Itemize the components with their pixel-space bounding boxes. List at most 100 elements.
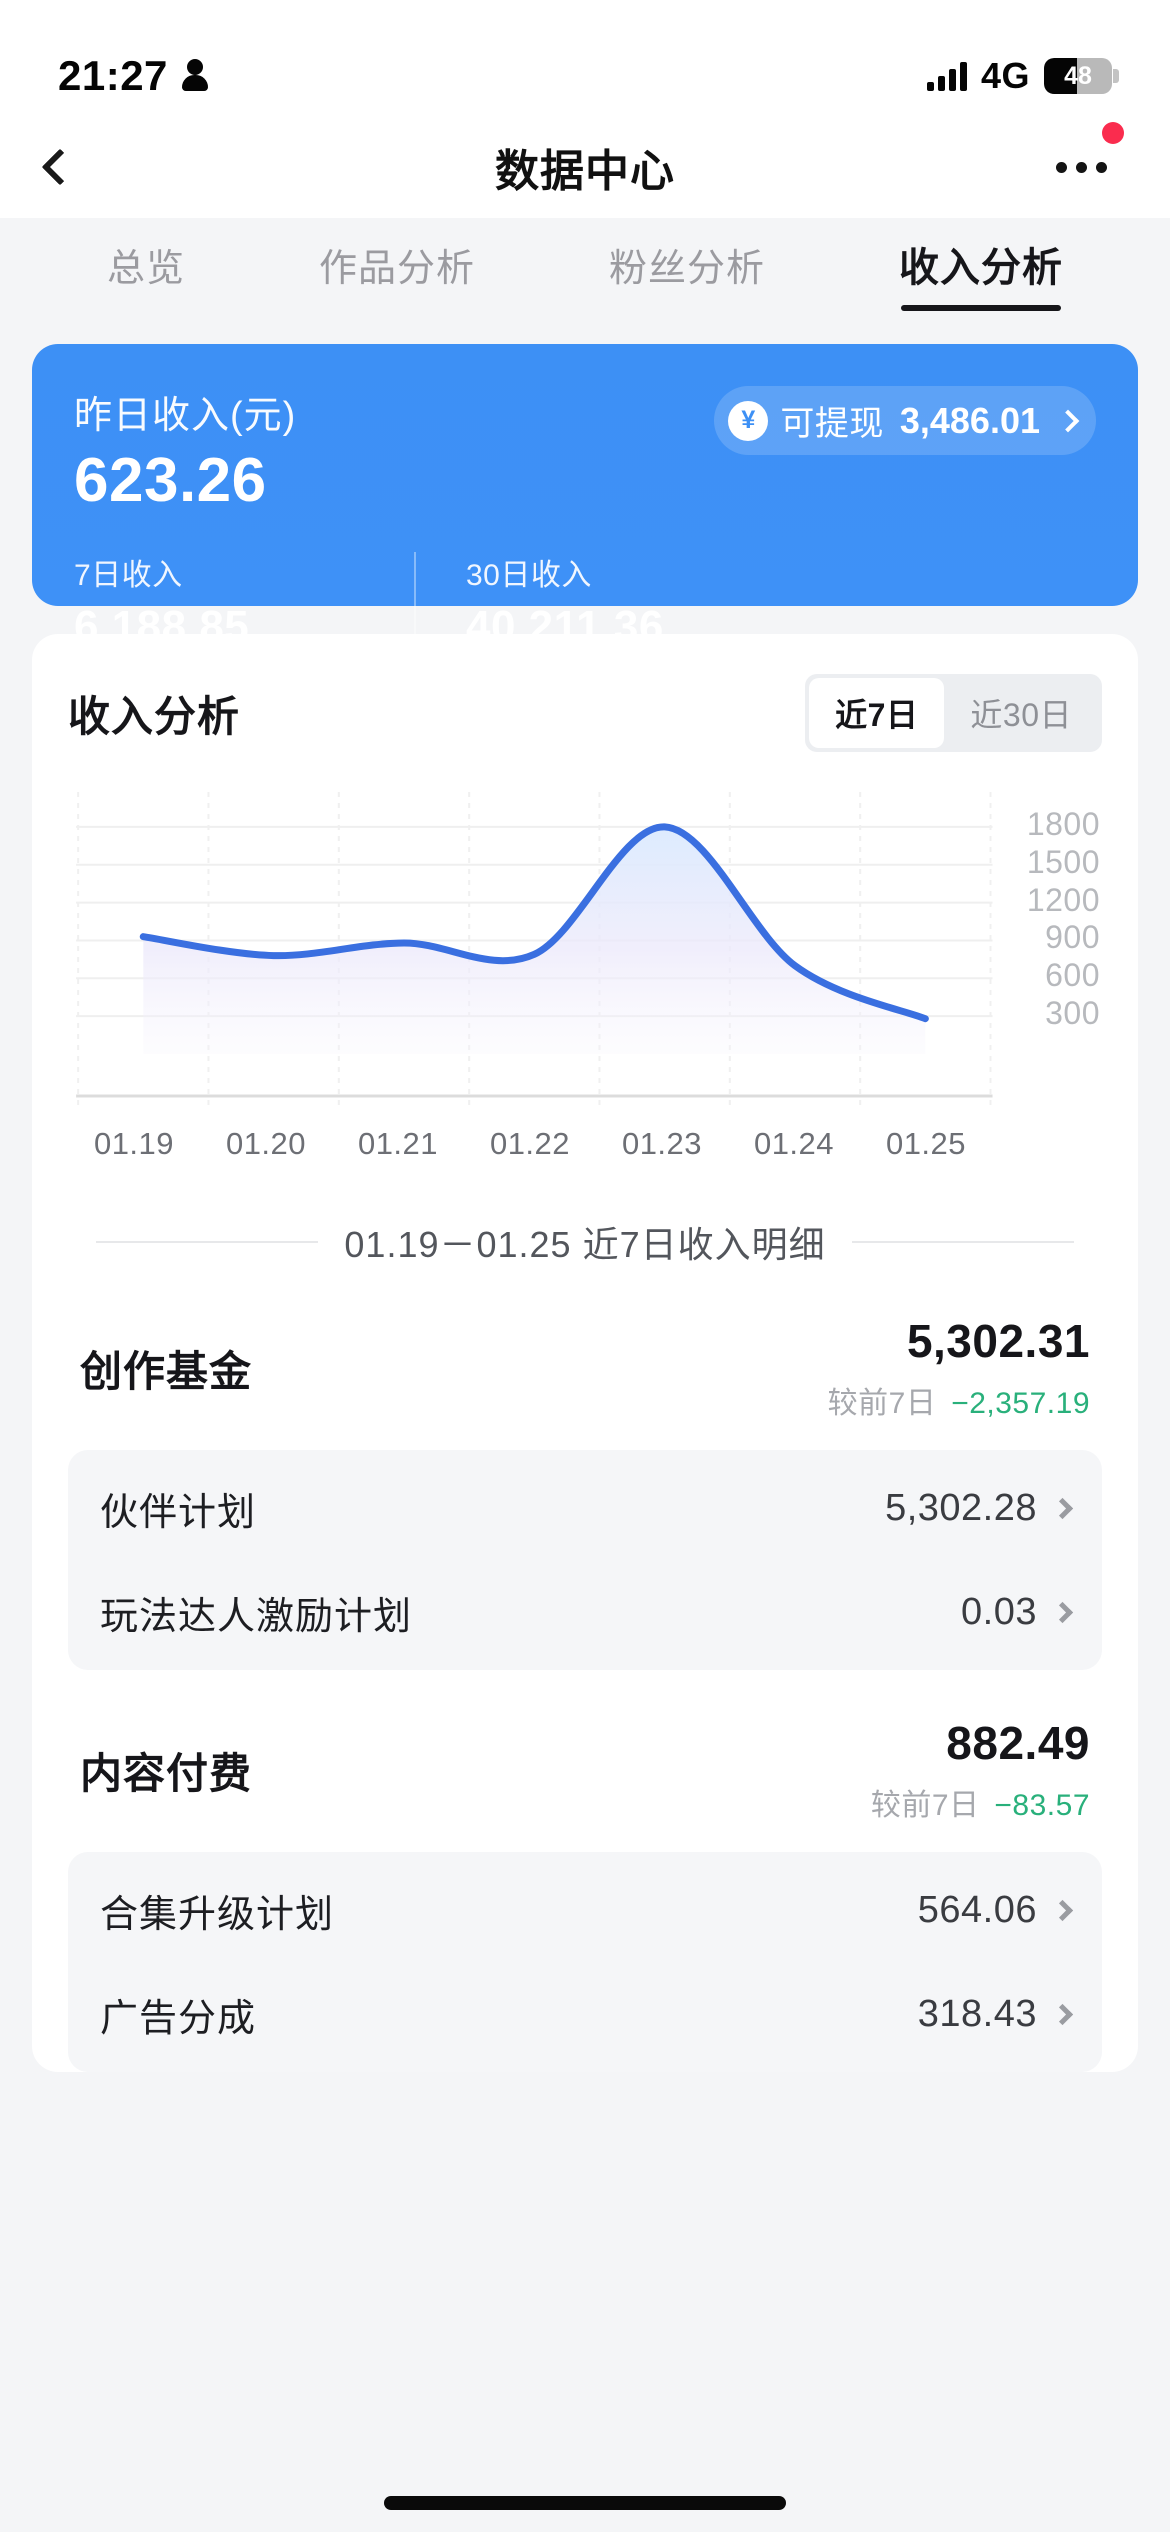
tab-content-analysis[interactable]: 作品分析 xyxy=(318,247,475,290)
yesterday-income-amount: 623.26 xyxy=(74,446,267,515)
group-header: 内容付费 882.49 较前7日 −83.57 xyxy=(68,1716,1102,1824)
group-amount: 882.49 xyxy=(946,1717,1090,1769)
nav-bar: 数据中心 xyxy=(0,116,1170,218)
stat-7day-label: 7日收入 xyxy=(74,559,183,592)
group-values: 5,302.31 较前7日 −2,357.19 xyxy=(828,1314,1090,1422)
sub-item-value: 5,302.28 xyxy=(885,1486,1037,1529)
detail-divider: 01.19－01.25 近7日收入明细 xyxy=(68,1216,1102,1268)
battery-icon: 48 xyxy=(1044,58,1119,94)
chart-area-fill xyxy=(143,826,926,1054)
chart-y-tick: 1800 xyxy=(1026,805,1100,842)
stat-30day-income: 30日收入 40,211.36 xyxy=(416,550,756,652)
detail-divider-caption: 01.19－01.25 近7日收入明细 xyxy=(344,1224,826,1265)
page-title: 数据中心 xyxy=(495,147,675,196)
chart-x-tick: 01.20 xyxy=(225,1126,307,1161)
stat-divider xyxy=(414,552,416,648)
chart-y-tick: 900 xyxy=(1045,919,1100,956)
more-options-button[interactable] xyxy=(1036,137,1126,197)
status-bar-right: 4G 48 xyxy=(926,55,1119,97)
divider-line-right xyxy=(851,1241,1075,1243)
analysis-title: 收入分析 xyxy=(68,692,241,740)
chart-x-tick: 01.22 xyxy=(489,1126,571,1161)
range-option-7days[interactable]: 近7日 xyxy=(809,678,945,748)
chevron-right-icon xyxy=(1056,409,1080,432)
list-item[interactable]: 广告分成 318.43 xyxy=(100,1962,1074,2066)
sub-item-value: 0.03 xyxy=(961,1590,1037,1633)
income-summary-card: 昨日收入(元) 623.26 ¥ 可提现 3,486.01 7日收入 6,188… xyxy=(32,344,1138,651)
group-header: 创作基金 5,302.31 较前7日 −2,357.19 xyxy=(68,1314,1102,1422)
status-bar-left: 21:27 xyxy=(58,52,208,100)
chevron-right-icon xyxy=(1051,1899,1074,1921)
chart-x-axis-labels: 01.19 01.20 01.21 01.22 01.23 01.24 01.25 xyxy=(68,1126,1102,1162)
group-compare-label: 较前7日 xyxy=(827,1387,937,1420)
sub-item-right: 0.03 xyxy=(961,1590,1074,1634)
chart-y-tick: 1500 xyxy=(1026,843,1100,880)
chart-x-tick: 01.25 xyxy=(885,1126,967,1161)
more-dots-icon xyxy=(1055,161,1067,173)
list-item[interactable]: 合集升级计划 564.06 xyxy=(100,1858,1074,1962)
sub-item-right: 318.43 xyxy=(917,1992,1074,2036)
group-compare-label: 较前7日 xyxy=(870,1789,980,1822)
chart-x-tick: 01.21 xyxy=(357,1126,439,1161)
withdrawable-label: 可提现 xyxy=(780,405,884,443)
group-compare: 较前7日 −83.57 xyxy=(871,1780,1090,1824)
chart-line xyxy=(139,823,929,1023)
chevron-right-icon xyxy=(1051,1497,1074,1519)
group-compare: 较前7日 −2,357.19 xyxy=(828,1378,1090,1422)
yesterday-income-block: 昨日收入(元) 623.26 xyxy=(74,384,296,516)
group-compare-delta: −2,357.19 xyxy=(951,1387,1090,1420)
stat-7day-income: 7日收入 6,188.85 xyxy=(74,550,414,652)
battery-level-label: 48 xyxy=(1064,61,1092,90)
sub-item-value: 318.43 xyxy=(917,1992,1037,2035)
income-summary-top: 昨日收入(元) 623.26 ¥ 可提现 3,486.01 xyxy=(74,384,1096,516)
chart-y-tick: 600 xyxy=(1045,957,1100,994)
chevron-right-icon xyxy=(1051,1601,1074,1623)
chart-y-tick: 1200 xyxy=(1026,881,1100,918)
list-item[interactable]: 伙伴计划 5,302.28 xyxy=(100,1456,1074,1560)
group-name: 创作基金 xyxy=(80,1347,253,1395)
chart-svg xyxy=(76,792,993,1110)
analysis-header: 收入分析 近7日 近30日 xyxy=(68,674,1102,752)
group-name: 内容付费 xyxy=(80,1749,253,1797)
chart-x-tick: 01.24 xyxy=(753,1126,835,1161)
withdrawable-button[interactable]: ¥ 可提现 3,486.01 xyxy=(714,386,1096,455)
group-compare-delta: −83.57 xyxy=(994,1789,1090,1822)
stat-30day-label: 30日收入 xyxy=(466,559,592,592)
sub-item-name: 伙伴计划 xyxy=(100,1491,257,1534)
withdrawable-amount: 3,486.01 xyxy=(899,399,1040,441)
divider-line-left xyxy=(96,1241,319,1243)
list-item[interactable]: 玩法达人激励计划 0.03 xyxy=(100,1560,1074,1664)
chart-x-tick: 01.19 xyxy=(93,1126,175,1161)
group-sub-list: 伙伴计划 5,302.28 玩法达人激励计划 0.03 xyxy=(68,1450,1102,1670)
yen-coin-icon: ¥ xyxy=(728,400,769,441)
status-bar: 21:27 4G 48 xyxy=(0,0,1170,116)
sub-item-name: 玩法达人激励计划 xyxy=(100,1595,413,1638)
range-option-30days[interactable]: 近30日 xyxy=(970,697,1072,733)
clock-time: 21:27 xyxy=(58,52,168,99)
stat-7day-value: 6,188.85 xyxy=(74,602,250,651)
notification-dot xyxy=(1102,122,1124,144)
tab-bar: 总览 作品分析 粉丝分析 收入分析 xyxy=(0,218,1170,328)
group-sub-list: 合集升级计划 564.06 广告分成 318.43 xyxy=(68,1852,1102,2072)
stat-30day-value: 40,211.36 xyxy=(466,602,664,651)
tab-overview[interactable]: 总览 xyxy=(106,247,185,290)
chevron-right-icon xyxy=(1051,2003,1074,2025)
signal-bars-icon xyxy=(926,61,967,91)
home-indicator xyxy=(384,2496,786,2510)
group-amount: 5,302.31 xyxy=(906,1315,1090,1367)
chart-x-tick: 01.23 xyxy=(621,1126,703,1161)
group-values: 882.49 较前7日 −83.57 xyxy=(871,1716,1090,1824)
income-line-chart: 1800 1500 1200 900 600 300 xyxy=(68,786,1102,1116)
yesterday-income-label: 昨日收入(元) xyxy=(74,395,297,437)
sub-item-value: 564.06 xyxy=(917,1888,1037,1931)
income-group-paid-content: 内容付费 882.49 较前7日 −83.57 合集升级计划 564.06 广告… xyxy=(68,1716,1102,2072)
income-analysis-card: 收入分析 近7日 近30日 1800 1500 1200 900 600 300 01.1… xyxy=(32,634,1138,2072)
range-segmented-control: 近7日 近30日 xyxy=(805,674,1102,752)
tab-income-analysis[interactable]: 收入分析 xyxy=(899,235,1063,311)
sub-item-name: 广告分成 xyxy=(100,1997,257,2040)
income-group-creation-fund: 创作基金 5,302.31 较前7日 −2,357.19 伙伴计划 5,302.… xyxy=(68,1314,1102,1670)
person-icon xyxy=(181,59,208,93)
network-type-label: 4G xyxy=(980,55,1030,96)
sub-item-right: 564.06 xyxy=(917,1888,1074,1932)
tab-fan-analysis[interactable]: 粉丝分析 xyxy=(608,247,765,290)
